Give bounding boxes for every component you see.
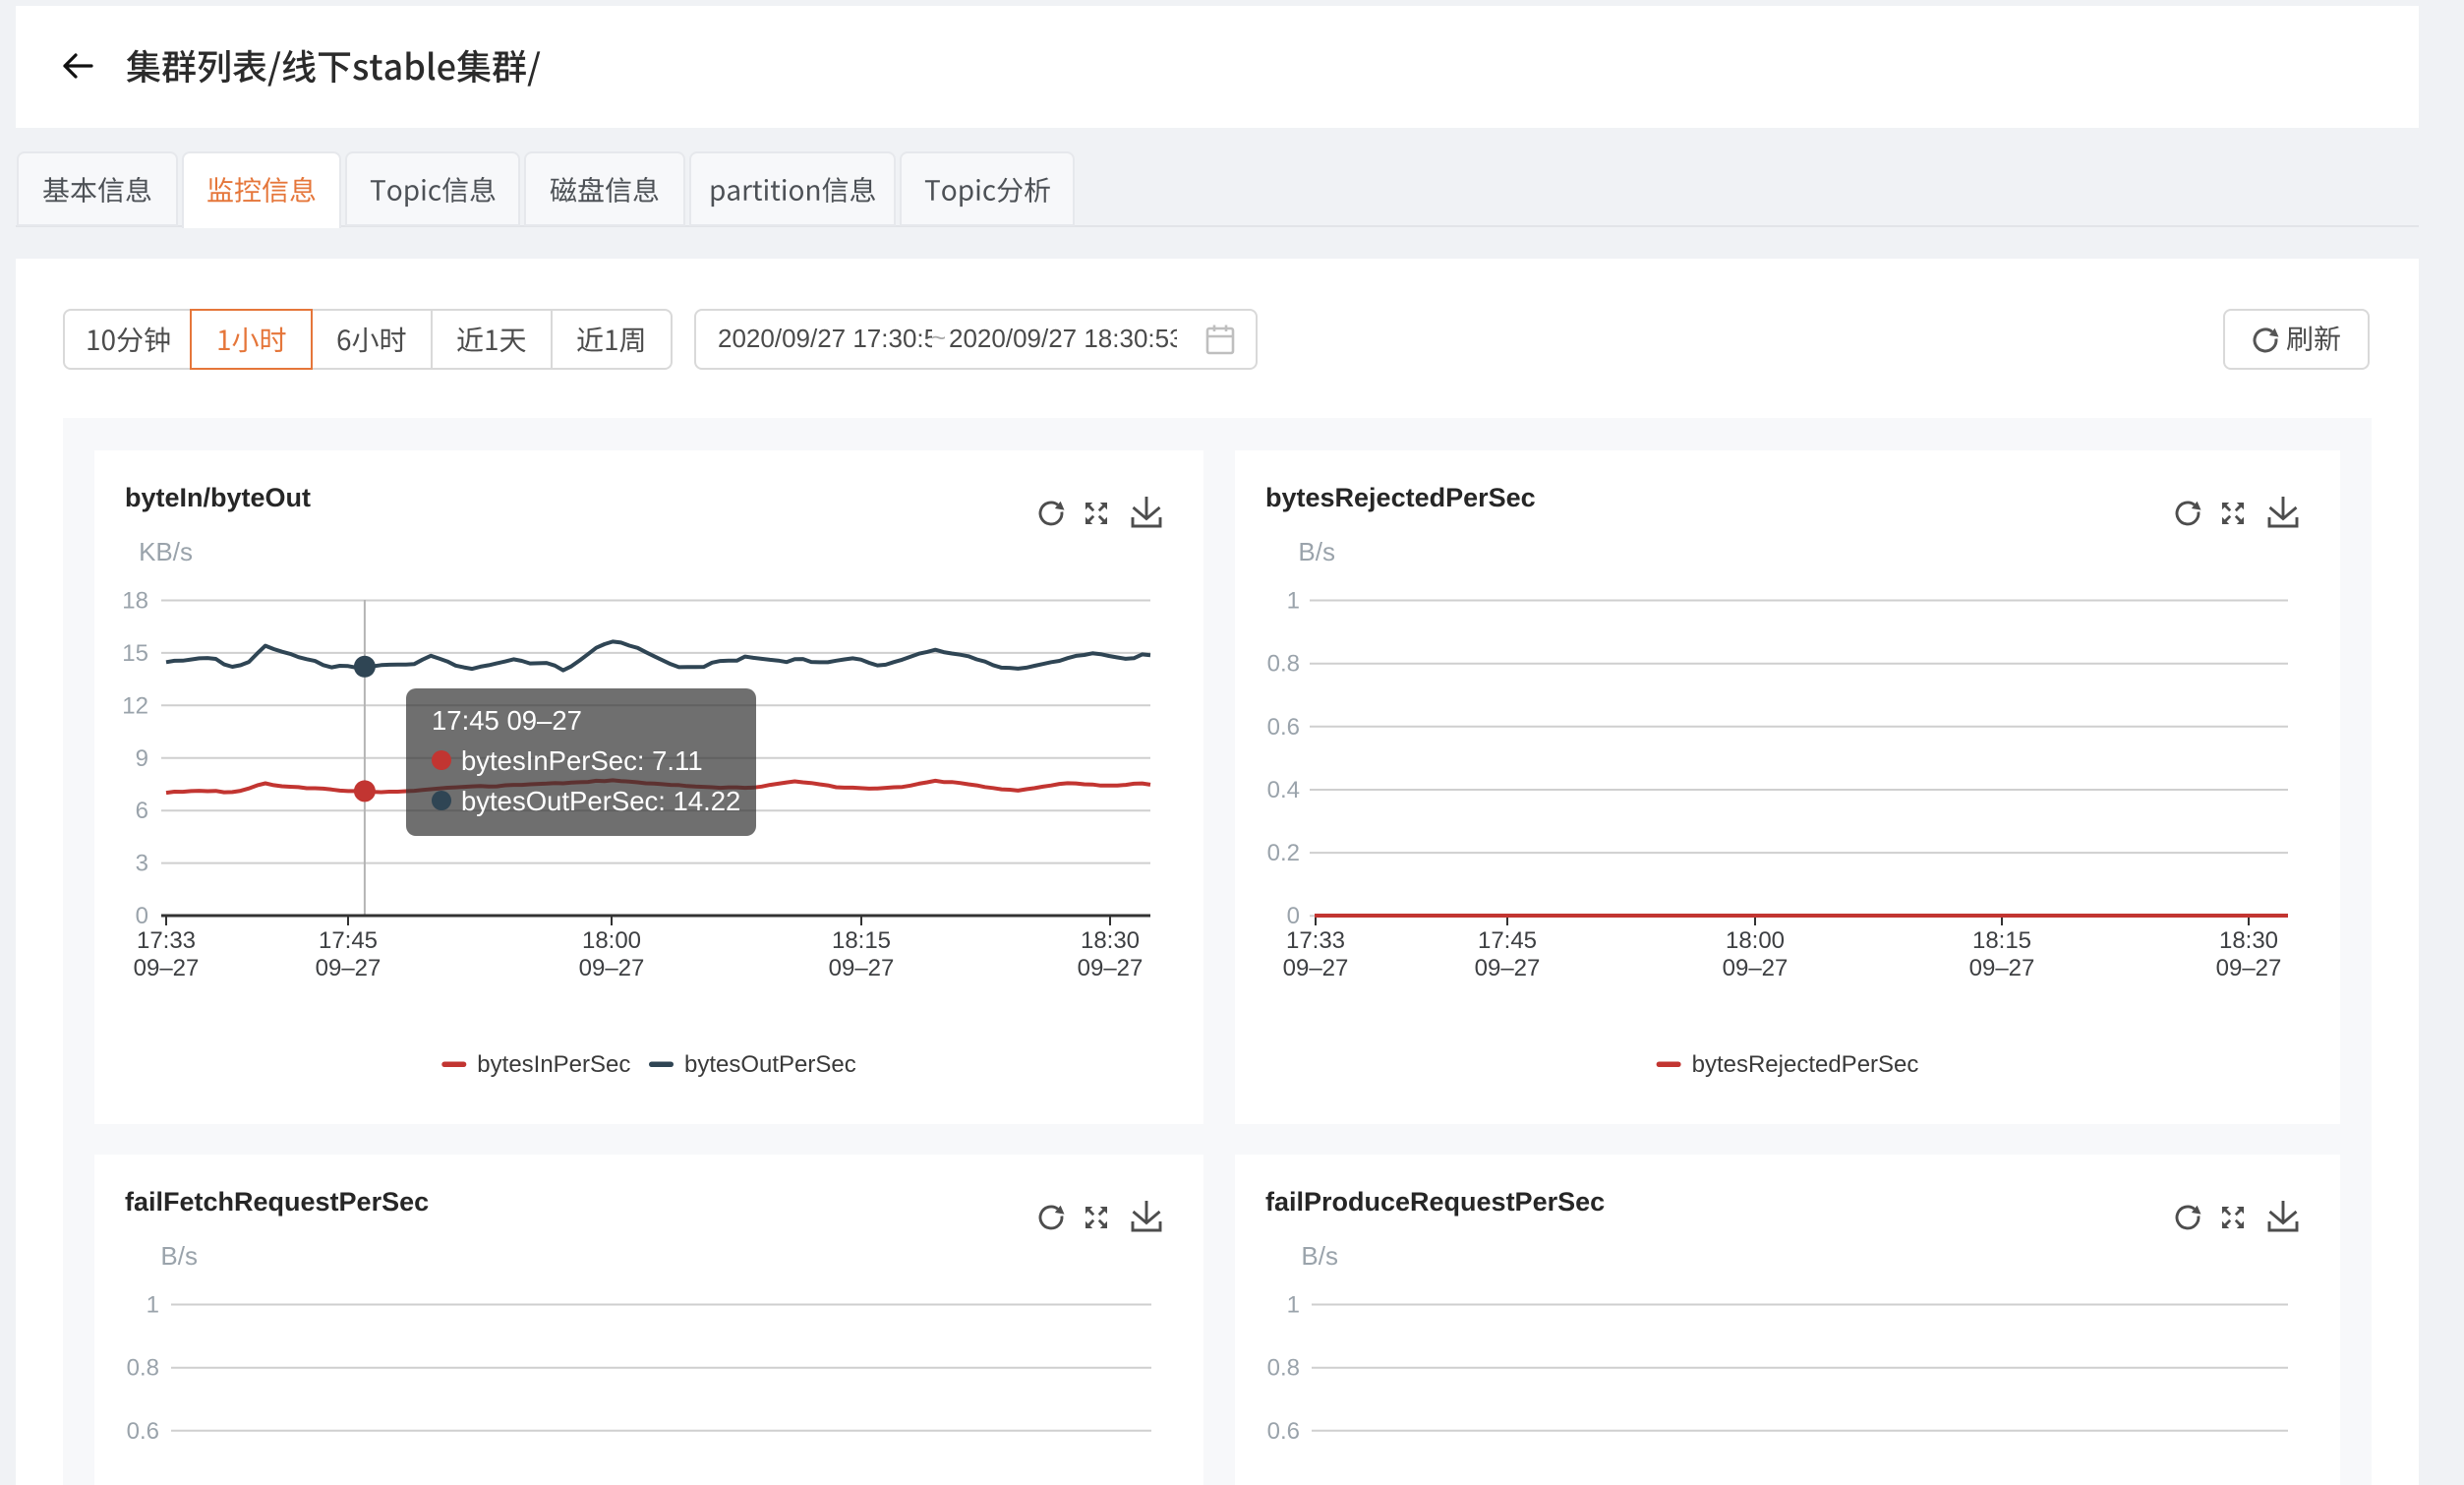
svg-text:09–27: 09–27 <box>1969 955 2035 981</box>
svg-text:18:00: 18:00 <box>1726 927 1785 954</box>
svg-text:17:45: 17:45 <box>1478 927 1537 954</box>
svg-text:0.2: 0.2 <box>1267 840 1300 866</box>
svg-text:bytesOutPerSec: bytesOutPerSec <box>684 1051 856 1078</box>
svg-text:09–27: 09–27 <box>1283 955 1349 981</box>
svg-text:KB/s: KB/s <box>139 537 193 566</box>
svg-text:12: 12 <box>122 692 148 719</box>
svg-text:bytesInPerSec: bytesInPerSec <box>477 1051 630 1078</box>
svg-text:0.6: 0.6 <box>1267 1418 1300 1445</box>
svg-text:17:33: 17:33 <box>1286 927 1345 954</box>
svg-text:09–27: 09–27 <box>1078 955 1144 981</box>
svg-text:09–27: 09–27 <box>134 955 200 981</box>
svg-text:09–27: 09–27 <box>2216 955 2282 981</box>
svg-text:17:33: 17:33 <box>137 927 196 954</box>
svg-text:09–27: 09–27 <box>1723 955 1789 981</box>
svg-text:bytesRejectedPerSec: bytesRejectedPerSec <box>1692 1051 1919 1078</box>
svg-text:15: 15 <box>122 640 148 667</box>
svg-text:0.4: 0.4 <box>1267 777 1300 803</box>
svg-text:0.8: 0.8 <box>127 1355 159 1382</box>
svg-text:18:30: 18:30 <box>1081 927 1140 954</box>
svg-text:09–27: 09–27 <box>579 955 645 981</box>
svg-text:09–27: 09–27 <box>829 955 895 981</box>
svg-text:B/s: B/s <box>1301 1241 1338 1271</box>
svg-text:0.8: 0.8 <box>1267 1355 1300 1382</box>
svg-text:0: 0 <box>136 903 148 929</box>
svg-text:09–27: 09–27 <box>316 955 381 981</box>
svg-text:18: 18 <box>122 588 148 615</box>
svg-text:18:30: 18:30 <box>2219 927 2278 954</box>
svg-text:0.6: 0.6 <box>127 1418 159 1445</box>
svg-text:1: 1 <box>1287 588 1300 615</box>
svg-text:18:15: 18:15 <box>1972 927 2031 954</box>
svg-text:1: 1 <box>1287 1292 1300 1319</box>
svg-text:18:15: 18:15 <box>832 927 891 954</box>
svg-text:17:45: 17:45 <box>319 927 378 954</box>
svg-text:0.6: 0.6 <box>1267 714 1300 741</box>
svg-text:6: 6 <box>136 798 148 824</box>
svg-text:0: 0 <box>1287 903 1300 929</box>
svg-text:0.8: 0.8 <box>1267 651 1300 678</box>
svg-text:9: 9 <box>136 745 148 772</box>
svg-text:B/s: B/s <box>160 1241 198 1271</box>
svg-text:3: 3 <box>136 851 148 877</box>
svg-text:B/s: B/s <box>1298 537 1335 566</box>
svg-text:09–27: 09–27 <box>1475 955 1541 981</box>
svg-text:18:00: 18:00 <box>582 927 641 954</box>
svg-text:1: 1 <box>147 1292 159 1319</box>
